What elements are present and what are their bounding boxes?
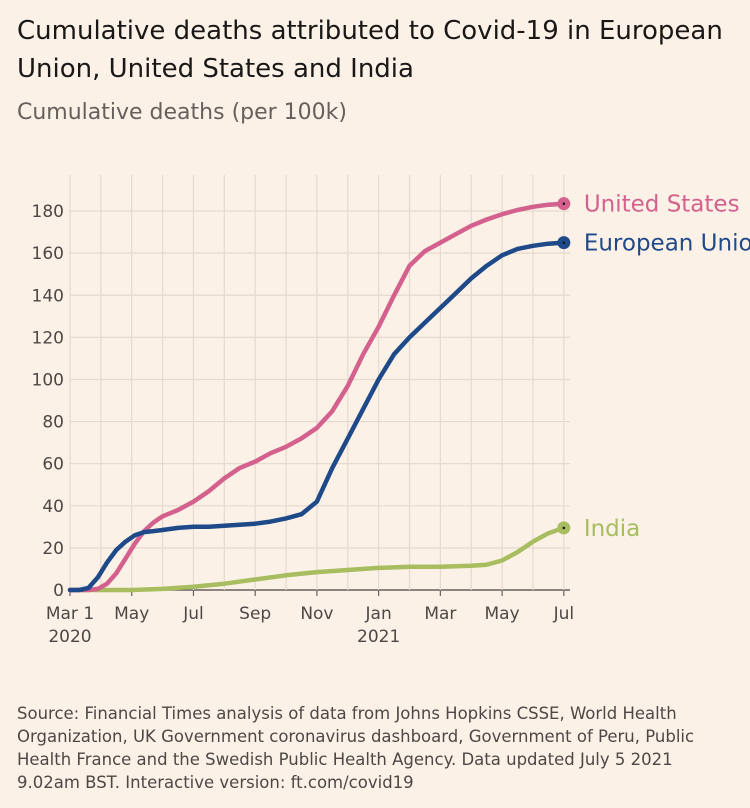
y-tick-label: 120 [32,328,64,348]
chart-title: Cumulative deaths attributed to Covid-19… [17,16,723,84]
x-tick-label: May [485,604,520,624]
line-chart: 0 20 40 60 80 100 120 140 160 180 Mar 1 2020 May Jul… [32,175,750,647]
series-label-european-union: European Union [584,231,750,257]
x-tick-sublabel: 2020 [48,627,91,647]
y-tick-label: 20 [42,539,64,559]
x-axis: Mar 1 2020 May Jul Sep Nov Jan 2021 Mar May Jul [46,590,574,647]
y-tick-label: 180 [32,202,64,222]
series-line-united-states [67,201,567,593]
x-tick-label: May [114,604,149,624]
y-tick-label: 140 [32,286,64,306]
series-labels: India United States European Union [584,192,750,542]
source-note: Source: Financial Times analysis of data… [17,704,695,792]
y-tick-label: 80 [42,413,64,433]
series-end-center-united-states [562,202,566,205]
y-tick-label: 100 [32,370,64,390]
series-end-center-european-union [562,241,566,244]
y-tick-label: 160 [32,244,64,264]
x-tick-label: Mar 1 [46,604,94,624]
x-tick-label: Jul [182,604,204,624]
series-end-center-india [562,526,566,530]
y-axis: 0 20 40 60 80 100 120 140 160 180 [32,202,64,601]
y-tick-label: 40 [42,497,64,517]
grid-lines [69,175,570,591]
series-label-india: India [584,516,640,542]
x-tick-label: Jul [553,604,575,624]
x-tick-label: Sep [239,604,271,624]
x-tick-sublabel: 2021 [357,627,400,647]
y-tick-label: 60 [42,455,64,475]
series-line-european-union [67,240,567,593]
x-tick-label: Jan [365,604,392,624]
series-line-india [67,525,567,593]
series-lines [67,197,571,593]
x-tick-label: Nov [300,604,333,624]
chart-subtitle: Cumulative deaths (per 100k) [17,100,347,125]
x-tick-label: Mar [424,604,456,624]
y-tick-label: 0 [53,581,64,601]
series-label-united-states: United States [584,192,740,218]
